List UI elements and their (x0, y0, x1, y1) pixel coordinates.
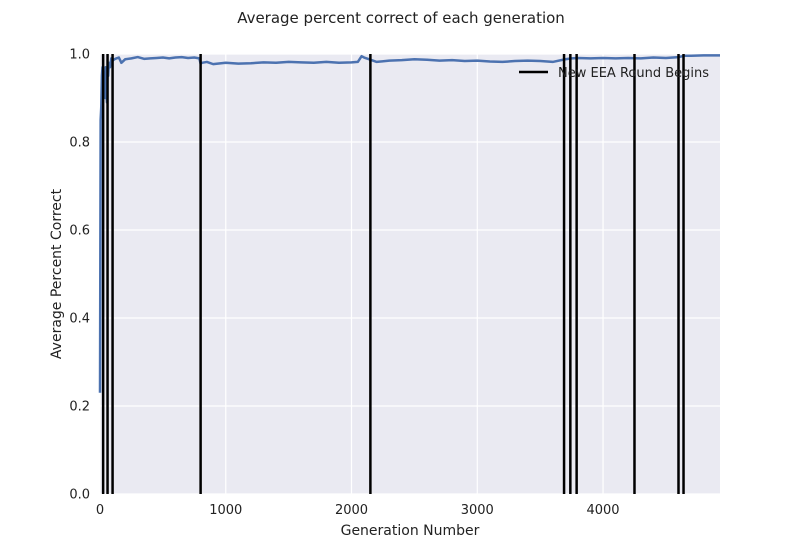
y-tick-label: 0.6 (69, 224, 90, 239)
x-tick-label: 1000 (209, 503, 242, 518)
plot-area (98, 53, 720, 495)
y-tick-label: 0.4 (69, 312, 90, 327)
chart-title: Average percent correct of each generati… (237, 9, 565, 27)
y-tick-label: 0.2 (69, 400, 90, 415)
plot-background (100, 54, 720, 494)
y-tick-label: 1.0 (69, 48, 90, 63)
x-tick-label: 2000 (335, 503, 368, 518)
x-axis-title: Generation Number (341, 523, 480, 539)
legend-label: New EEA Round Begins (558, 66, 709, 81)
x-tick-label: 3000 (461, 503, 494, 518)
y-tick-label: 0.0 (69, 488, 90, 503)
x-tick-label: 0 (96, 503, 104, 518)
y-tick-label: 0.8 (69, 136, 90, 151)
legend: New EEA Round Begins (519, 66, 709, 81)
x-tick-label: 4000 (586, 503, 619, 518)
y-axis-title: Average Percent Correct (49, 188, 65, 359)
